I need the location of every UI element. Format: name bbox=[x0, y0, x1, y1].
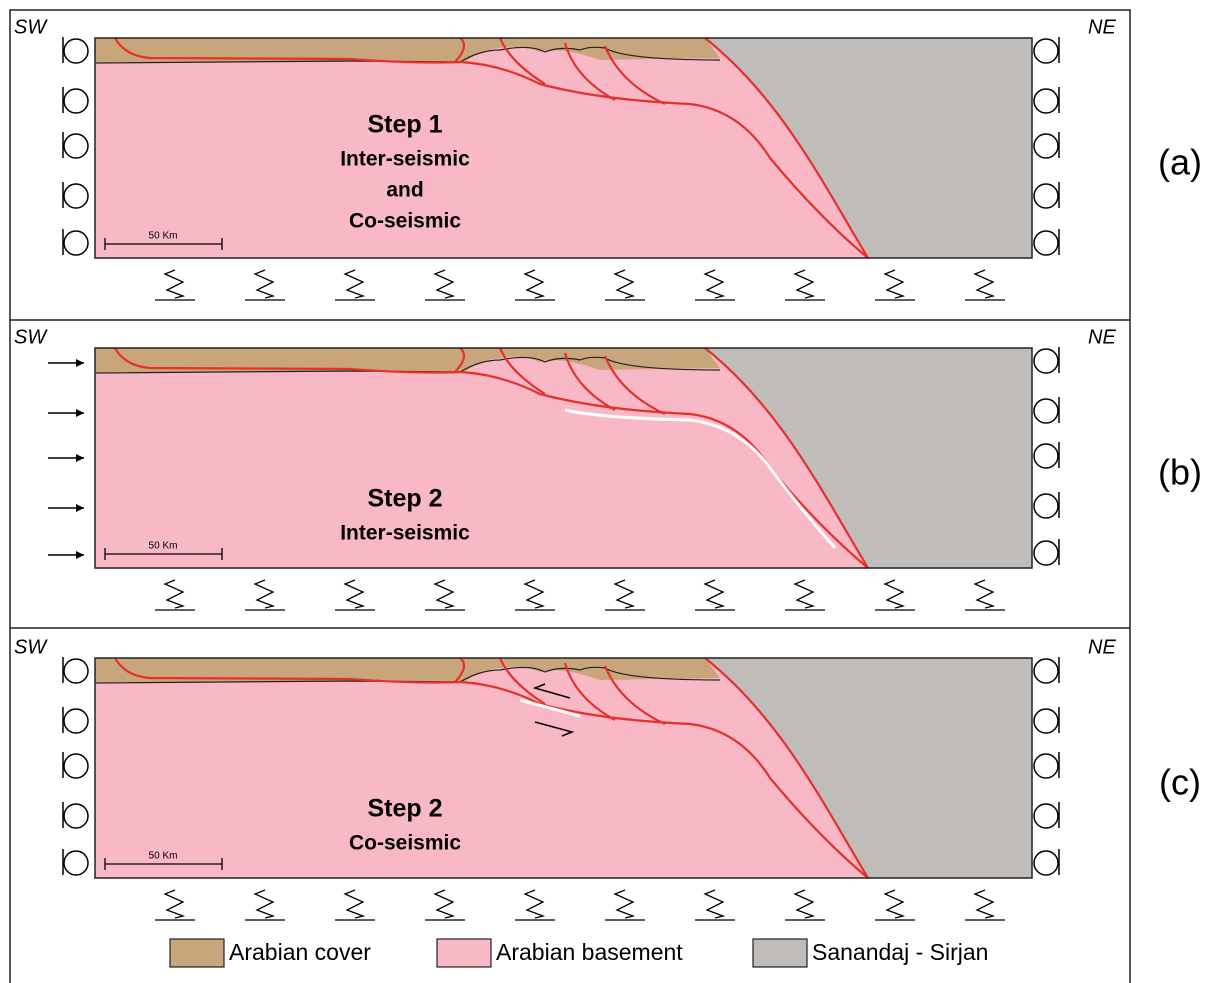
panel-label: (b) bbox=[1158, 452, 1202, 493]
legend-swatch bbox=[170, 939, 224, 967]
step-phase: Inter-seismic bbox=[340, 522, 470, 545]
step-title: Step 1 bbox=[367, 111, 442, 139]
side-label: SW bbox=[14, 636, 48, 658]
step-phase: Co-seismic bbox=[349, 210, 461, 233]
step-title: Step 2 bbox=[367, 485, 442, 513]
scale-label: 50 Km bbox=[149, 541, 178, 552]
scale-label: 50 Km bbox=[149, 231, 178, 242]
step-title: Step 2 bbox=[367, 795, 442, 823]
step-phase: Co-seismic bbox=[349, 832, 461, 855]
panel-label: (a) bbox=[1158, 142, 1202, 183]
side-label: NE bbox=[1088, 326, 1116, 348]
legend-swatch bbox=[437, 939, 491, 967]
side-label: SW bbox=[14, 16, 48, 38]
panel: 50 Km SW NE Step 2 Inter-seismic (b) bbox=[14, 326, 1202, 610]
side-label: NE bbox=[1088, 636, 1116, 658]
step-phase: Inter-seismic bbox=[340, 148, 470, 171]
scale-label: 50 Km bbox=[149, 851, 178, 862]
panel-label: (c) bbox=[1159, 762, 1201, 803]
legend-swatch bbox=[753, 939, 807, 967]
step-phase: and bbox=[386, 179, 423, 202]
legend-label: Arabian cover bbox=[229, 939, 371, 965]
diagram: 50 Km SW NE Step 1 Inter-seismic and Co-seismi… bbox=[0, 0, 1215, 983]
legend-label: Arabian basement bbox=[496, 939, 683, 965]
panel: 50 Km SW NE Step 1 Inter-seismic and Co-seismi… bbox=[14, 16, 1202, 300]
panel: 50 Km SW NE Step 2 Co-seismic (c) bbox=[14, 636, 1201, 920]
side-label: NE bbox=[1088, 16, 1116, 38]
side-label: SW bbox=[14, 326, 48, 348]
legend-label: Sanandaj - Sirjan bbox=[812, 939, 988, 965]
